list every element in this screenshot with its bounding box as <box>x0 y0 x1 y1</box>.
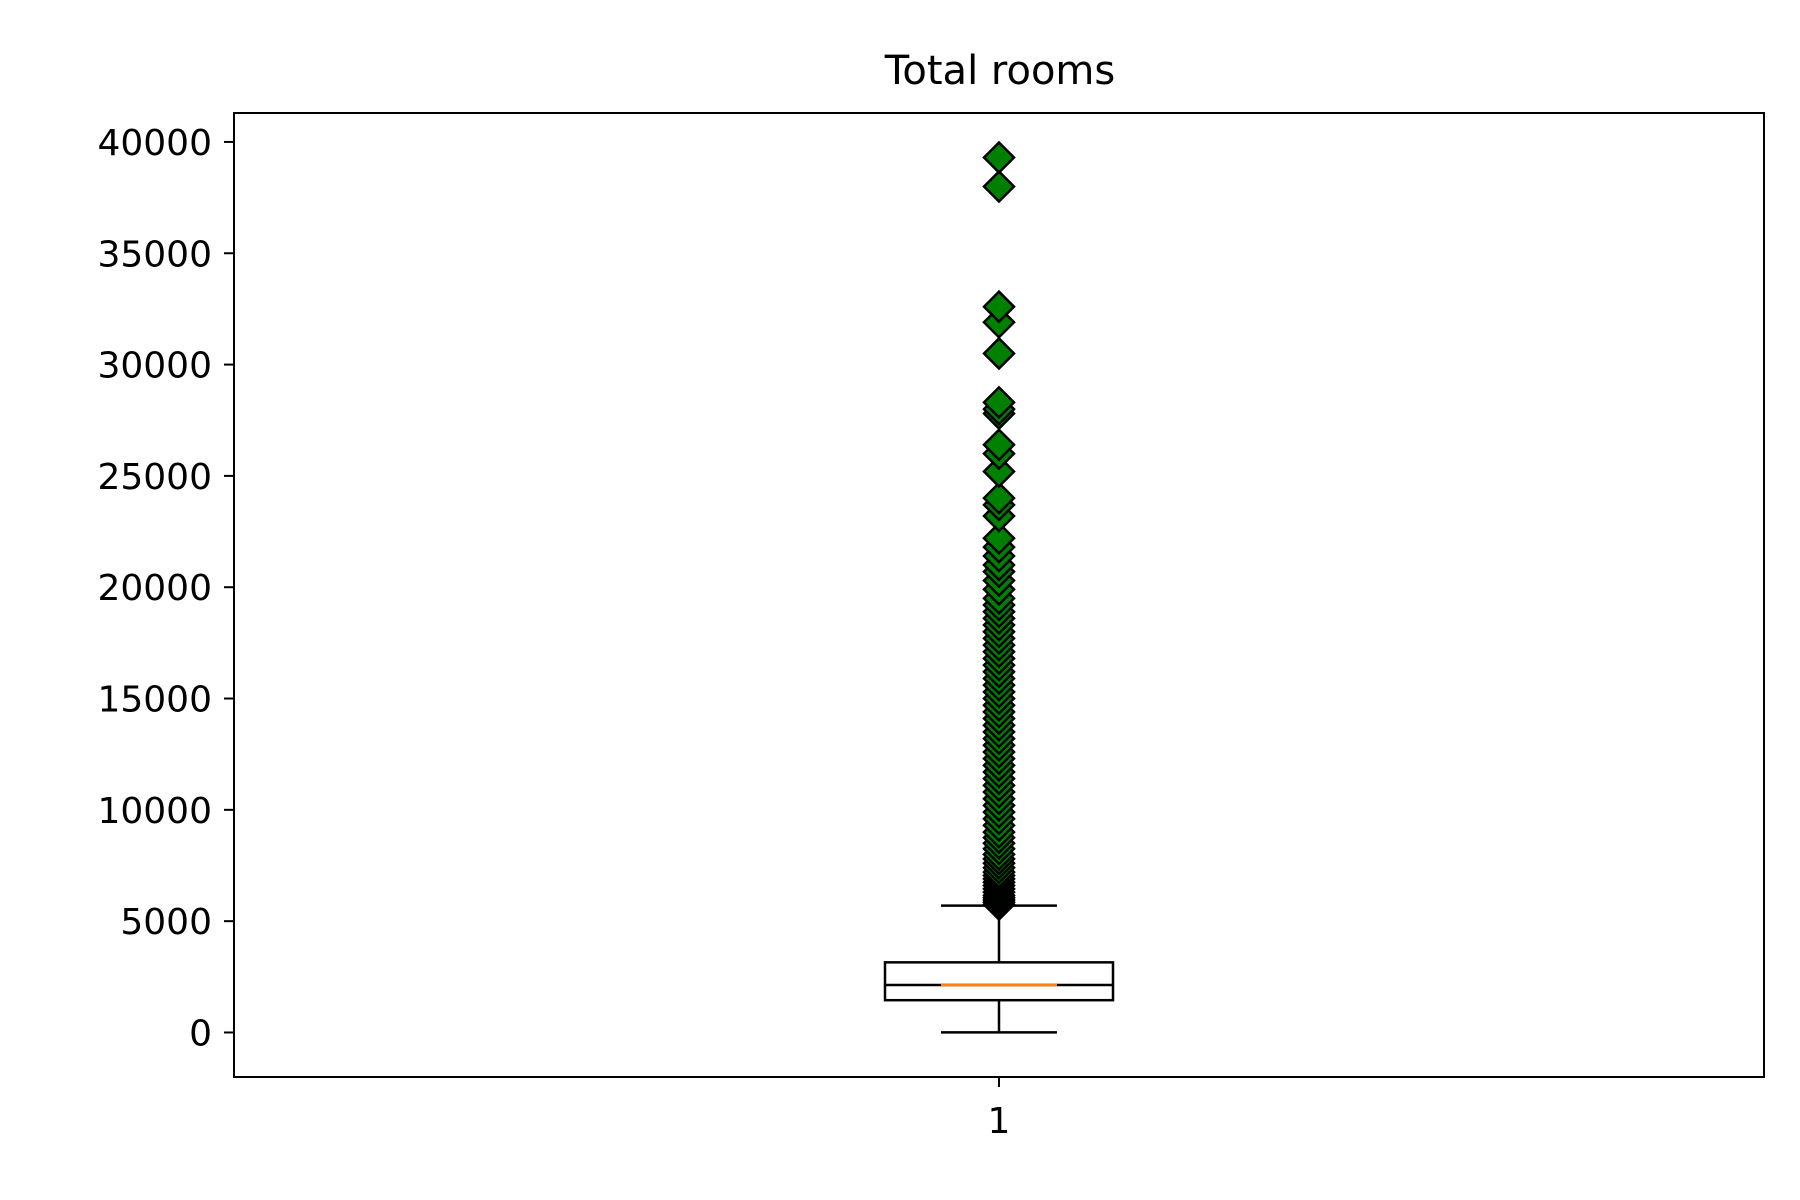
outlier-point <box>982 454 1016 489</box>
outlier-point <box>982 481 1016 515</box>
outlier-point <box>982 289 1016 324</box>
y-tick-label: 15000 <box>97 680 212 721</box>
outlier-point <box>982 336 1016 371</box>
outlier-point <box>982 140 1016 175</box>
y-tick-label: 40000 <box>97 123 212 164</box>
y-tick-label: 30000 <box>97 346 212 387</box>
y-tick-label: 5000 <box>120 902 212 943</box>
y-tick-label: 20000 <box>97 568 212 609</box>
y-tick-label: 25000 <box>97 457 212 498</box>
chart-title: Total rooms <box>884 48 1115 94</box>
plot-area: 0 5000 10000 15000 20000 25000 30000 35000 40000… <box>97 112 1765 1142</box>
y-tick-label: 0 <box>189 1013 212 1054</box>
x-tick-label: 1 <box>988 1101 1011 1142</box>
outlier-point <box>982 385 1016 420</box>
y-tick-label: 10000 <box>97 791 212 832</box>
y-tick-label: 35000 <box>97 234 212 275</box>
outlier-point <box>982 427 1016 462</box>
iqr-box <box>883 961 1115 1002</box>
outlier-point <box>982 521 1016 555</box>
outlier-point <box>982 169 1016 204</box>
